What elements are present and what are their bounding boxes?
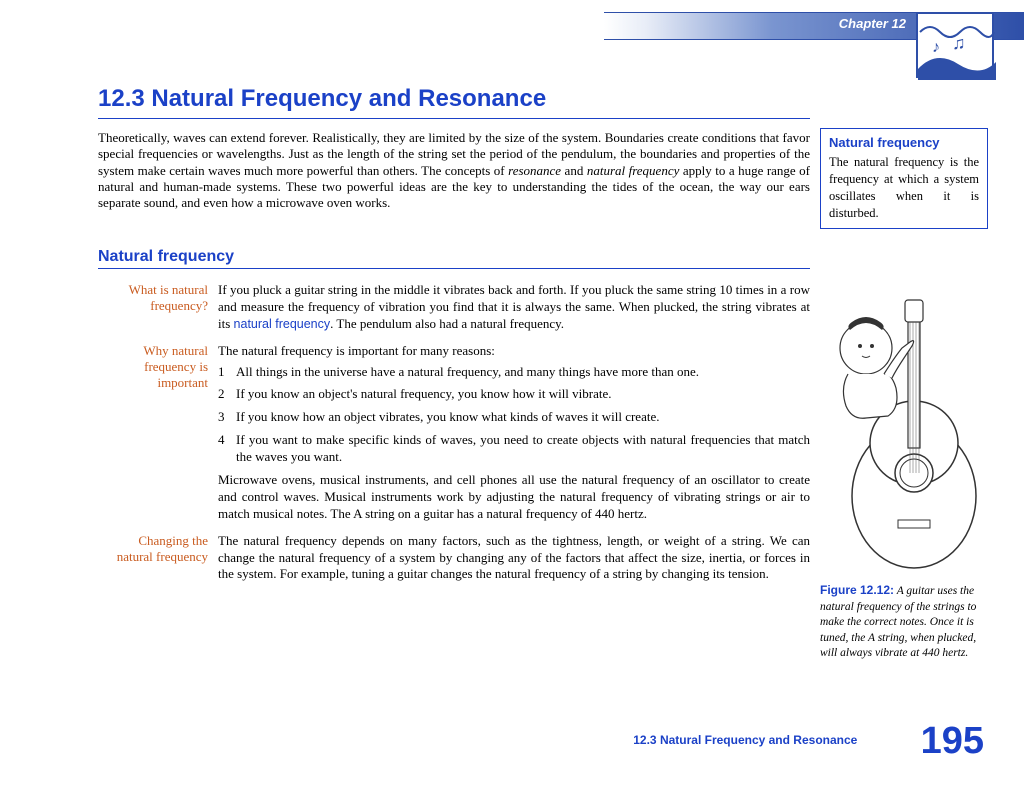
figure-label: Figure 12.12: [820,583,894,597]
keyterm-resonance: resonance [508,163,561,178]
item-text: All things in the universe have a natura… [236,364,810,381]
margin-label-line: What is natural [129,282,208,297]
margin-label-why: Why natural frequency is important [98,343,218,392]
footer-section-title: 12.3 Natural Frequency and Resonance [633,733,857,747]
margin-label-line: Why natural [143,343,208,358]
intro-paragraph: Theoretically, waves can extend forever.… [98,130,810,211]
margin-label-line: frequency is [144,359,208,374]
chapter-icon: ♪ ♫ [916,12,994,78]
margin-label-line: important [157,375,208,390]
list-item: 4If you want to make specific kinds of w… [218,432,810,466]
para-why-important: Why natural frequency is important The n… [98,343,810,523]
svg-text:♪: ♪ [932,39,940,56]
list-item: 1All things in the universe have a natur… [218,364,810,381]
page-title: 12.3 Natural Frequency and Resonance [98,85,546,113]
item-num: 2 [218,386,236,403]
list-item: 3If you know how an object vibrates, you… [218,409,810,426]
figure-caption: Figure 12.12: A guitar uses the natural … [820,582,988,662]
lead-text: The natural frequency is important for m… [218,343,495,358]
figure-guitar [820,278,988,573]
section-heading: Natural frequency [98,248,234,266]
item-num: 4 [218,432,236,466]
intro-text-mid: and [561,163,587,178]
item-num: 1 [218,364,236,381]
keyterm-link: natural frequency [234,317,331,331]
margin-label-line: Changing the [138,533,208,548]
page-number: 195 [921,720,984,763]
text: . The pendulum also had a natural freque… [330,316,564,331]
margin-label-what: What is natural frequency? [98,282,218,315]
para-text: The natural frequency is important for m… [218,343,810,523]
para-text: The natural frequency depends on many fa… [218,533,810,584]
page-footer: 12.3 Natural Frequency and Resonance 195 [633,720,984,763]
para-what-is: What is natural frequency? If you pluck … [98,282,810,333]
list-item: 2If you know an object's natural frequen… [218,386,810,403]
definition-text: The natural frequency is the frequency a… [829,154,979,222]
item-num: 3 [218,409,236,426]
item-text: If you know an object's natural frequenc… [236,386,810,403]
para-changing: Changing the natural frequency The natur… [98,533,810,584]
margin-label-line: frequency? [150,298,208,313]
body-content: What is natural frequency? If you pluck … [98,282,810,593]
keyterm-natural-frequency: natural frequency [587,163,680,178]
section-rule [98,268,810,269]
para-text: If you pluck a guitar string in the midd… [218,282,810,333]
item-text: If you want to make specific kinds of wa… [236,432,810,466]
margin-label-line: natural frequency [117,549,208,564]
definition-title: Natural frequency [829,135,979,150]
title-rule [98,118,810,119]
item-text: If you know how an object vibrates, you … [236,409,810,426]
tail-text: Microwave ovens, musical instruments, an… [218,472,810,523]
chapter-label: Chapter 12 [839,16,906,31]
svg-text:♫: ♫ [952,33,966,53]
reasons-list: 1All things in the universe have a natur… [218,364,810,466]
definition-box: Natural frequency The natural frequency … [820,128,988,229]
margin-label-changing: Changing the natural frequency [98,533,218,566]
